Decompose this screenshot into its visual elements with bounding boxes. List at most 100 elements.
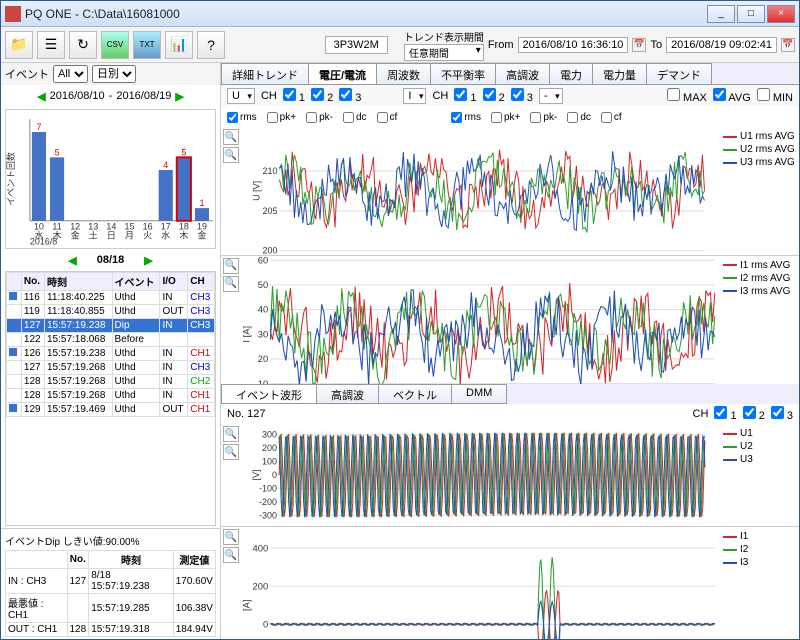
svg-text:イベント回数: イベント回数: [6, 152, 16, 206]
next-arrow-icon[interactable]: ▶: [175, 90, 183, 103]
voltage-chart-panel: 🔍 🔍 200205210U [V] U1 rms AVGU2 rms AVGU…: [221, 127, 799, 256]
ch-label-2: CH: [432, 90, 448, 102]
wf-ch3-checkbox[interactable]: 3: [771, 406, 793, 422]
wf-voltage-panel: 🔍 🔍 -300-200-1000100200300[V] U1U2U3: [221, 424, 799, 527]
from-cal-icon[interactable]: 📅: [632, 38, 646, 52]
tab-5[interactable]: 電力: [549, 63, 593, 84]
ch1-checkbox[interactable]: 1: [283, 88, 305, 104]
minimize-button[interactable]: _: [707, 5, 735, 23]
wf-current-legend: I1I2I3: [719, 527, 799, 639]
tab-0[interactable]: 詳細トレンド: [221, 63, 309, 84]
wfi-zoomin-icon[interactable]: 🔍: [223, 529, 239, 545]
svg-text:-300: -300: [259, 511, 277, 521]
ch1b-checkbox[interactable]: 1: [454, 88, 476, 104]
wf-voltage-chart: -300-200-1000100200300[V]: [239, 424, 719, 526]
avg-checkbox[interactable]: AVG: [713, 88, 751, 104]
pkminus2-checkbox[interactable]: pk-: [530, 112, 557, 123]
ch2-checkbox[interactable]: 2: [311, 88, 333, 104]
prev-day-icon[interactable]: ◀: [68, 254, 76, 267]
svg-text:I [A]: I [A]: [240, 326, 251, 343]
wfv-zoomin-icon[interactable]: 🔍: [223, 426, 239, 442]
ch2b-checkbox[interactable]: 2: [483, 88, 505, 104]
svg-text:7: 7: [36, 122, 41, 132]
rms-checkbox[interactable]: rms: [227, 112, 257, 123]
cf-checkbox[interactable]: cf: [377, 112, 398, 123]
svg-text:2016/8: 2016/8: [30, 237, 57, 247]
wf-ch1-checkbox[interactable]: 1: [714, 406, 736, 422]
subtab-2[interactable]: ベクトル: [378, 384, 452, 404]
event-table[interactable]: No.時刻イベントI/OCH11611:18:40.225UthdINCH311…: [5, 271, 216, 526]
to-date[interactable]: 2016/08/19 09:02:41: [666, 37, 777, 53]
ch3b-checkbox[interactable]: 3: [511, 88, 533, 104]
tab-1[interactable]: 電圧/電流: [308, 63, 377, 84]
waveform-header: No. 127 CH 1 2 3: [221, 404, 799, 424]
tab-6[interactable]: 電力量: [592, 63, 647, 84]
wf-ch2-checkbox[interactable]: 2: [743, 406, 765, 422]
i-zoomin-icon[interactable]: 🔍: [223, 258, 239, 274]
rms2-checkbox[interactable]: rms: [451, 112, 481, 123]
v-zoomout-icon[interactable]: 🔍: [223, 147, 239, 163]
prev-arrow-icon[interactable]: ◀: [37, 90, 45, 103]
event-filter-bar: イベント All 日別: [1, 63, 220, 85]
list-icon[interactable]: ☰: [37, 31, 65, 59]
chart-icon[interactable]: 📊: [165, 31, 193, 59]
svg-text:200: 200: [262, 246, 277, 255]
svg-text:4: 4: [163, 160, 168, 170]
svg-text:木: 木: [179, 230, 188, 241]
select-bar: U CH 1 2 3 I CH 1 2 3 - MAX AVG MIN: [221, 85, 799, 107]
wf-ch-label: CH: [693, 408, 709, 420]
range-label: トレンド表示期間: [404, 29, 484, 44]
ch3-checkbox[interactable]: 3: [339, 88, 361, 104]
next-day-icon[interactable]: ▶: [144, 254, 152, 267]
i-zoomout-icon[interactable]: 🔍: [223, 276, 239, 292]
cf2-checkbox[interactable]: cf: [601, 112, 622, 123]
titlebar: PQ ONE - C:\Data\16081000 _ □ ×: [1, 1, 799, 27]
svg-text:U [V]: U [V]: [251, 181, 261, 201]
wf-current-chart: -2000200400[A]: [239, 527, 719, 639]
pkplus2-checkbox[interactable]: pk+: [491, 112, 520, 123]
wfv-zoomout-icon[interactable]: 🔍: [223, 444, 239, 460]
folder-icon[interactable]: 📁: [5, 31, 33, 59]
close-button[interactable]: ×: [767, 5, 795, 23]
waveform-no: No. 127: [227, 408, 266, 420]
svg-text:0: 0: [263, 619, 268, 630]
pkminus-checkbox[interactable]: pk-: [306, 112, 333, 123]
main-tabs: 詳細トレンド電圧/電流周波数不平衡率高調波電力電力量デマンド: [221, 63, 799, 85]
refresh-icon[interactable]: ↻: [69, 31, 97, 59]
event-filter-select[interactable]: All: [53, 65, 88, 83]
wfi-zoomout-icon[interactable]: 🔍: [223, 547, 239, 563]
max-checkbox[interactable]: MAX: [667, 88, 707, 104]
export-csv-icon[interactable]: CSV: [101, 31, 129, 59]
dash-select[interactable]: -: [539, 88, 563, 104]
app-icon: [5, 6, 21, 22]
i-select[interactable]: I: [403, 88, 426, 104]
dc2-checkbox[interactable]: dc: [567, 112, 591, 123]
subtab-1[interactable]: 高調波: [316, 384, 379, 404]
left-panel: イベント All 日別 ◀ 2016/08/10 - 2016/08/19 ▶ …: [1, 63, 221, 639]
sub-tabs: イベント波形高調波ベクトルDMM: [221, 384, 799, 404]
maximize-button[interactable]: □: [737, 5, 765, 23]
dc-checkbox[interactable]: dc: [343, 112, 367, 123]
from-date[interactable]: 2016/08/10 16:36:10: [518, 37, 629, 53]
v-zoomin-icon[interactable]: 🔍: [223, 129, 239, 145]
subtab-3[interactable]: DMM: [451, 384, 507, 404]
min-checkbox[interactable]: MIN: [757, 88, 793, 104]
svg-text:400: 400: [253, 543, 269, 554]
to-cal-icon[interactable]: 📅: [781, 38, 795, 52]
event-groupby-select[interactable]: 日別: [92, 65, 136, 83]
u-select[interactable]: U: [227, 88, 255, 104]
subtab-0[interactable]: イベント波形: [221, 384, 317, 404]
help-icon[interactable]: ?: [197, 31, 225, 59]
voltage-legend: U1 rms AVGU2 rms AVGU3 rms AVG: [719, 127, 799, 255]
svg-text:200: 200: [253, 581, 269, 592]
tab-4[interactable]: 高調波: [495, 63, 550, 84]
tab-3[interactable]: 不平衡率: [430, 63, 496, 84]
svg-text:100: 100: [262, 457, 277, 467]
tab-2[interactable]: 周波数: [376, 63, 431, 84]
tab-7[interactable]: デマンド: [646, 63, 712, 84]
from-label: From: [488, 39, 514, 51]
nav-date: ◀ 08/18 ▶: [1, 251, 220, 269]
pkplus-checkbox[interactable]: pk+: [267, 112, 296, 123]
export-txt-icon[interactable]: TXT: [133, 31, 161, 59]
range-type-select[interactable]: 任意期間▾: [404, 44, 484, 61]
